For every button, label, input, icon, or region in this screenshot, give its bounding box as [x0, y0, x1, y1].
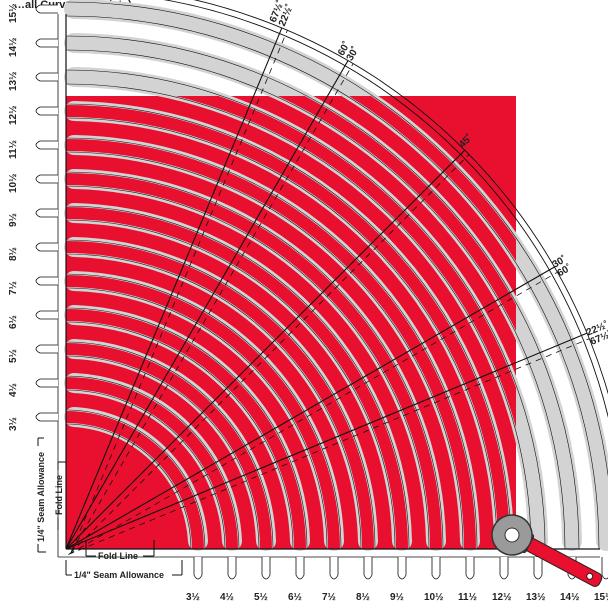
seam-allowance-bottom-annotation: 1/4" Seam Allowance [65, 560, 183, 580]
hanging-hole-icon [35, 38, 58, 48]
left-size-tabs [35, 4, 58, 422]
bottom-size-label: 4½ [220, 592, 234, 603]
hanging-hole-icon [35, 344, 58, 354]
bottom-size-labels: 3½ 4½ 5½ 6½ 7½ 8½ 9½ 10½ 11½ 12½ 13½ 14½ 15½ [186, 592, 608, 603]
hanging-hole-icon [261, 557, 271, 580]
seam-allowance-bottom-label: 1/4" Seam Allowance [74, 570, 164, 580]
angle-line-0 [65, 27, 283, 550]
hanging-hole-icon [35, 72, 58, 82]
hanging-hole-icon [295, 557, 305, 580]
bottom-size-label: 3½ [186, 592, 200, 603]
angle-dash-4 [68, 338, 590, 555]
angle-line-4 [65, 332, 588, 550]
fold-line-bottom-annotation: Fold Line [85, 540, 155, 561]
hanging-hole-icon [499, 557, 509, 580]
hanging-hole-icon [35, 242, 58, 252]
bottom-size-label: 10½ [424, 592, 443, 603]
hanging-hole-icon [329, 557, 339, 580]
bottom-size-label: 11½ [458, 592, 477, 603]
bottom-size-label: 15½ [594, 592, 608, 603]
left-size-label: 12½ [8, 106, 19, 125]
bottom-size-label: 14½ [560, 592, 579, 603]
seam-allowance-left-annotation: 1/4" Seam Allowance [36, 437, 46, 553]
angle-dash-3 [68, 271, 558, 555]
left-size-label: 4½ [8, 383, 19, 397]
left-size-labels: 3½ 4½ 5½ 6½ 7½ 8½ 9½ 10½ 11½ 12½ 13½ 14½ 15½ [8, 4, 19, 431]
left-size-label: 7½ [8, 281, 19, 295]
fold-line-left-label: Fold Line [54, 475, 64, 515]
fold-line-bottom-label: Fold Line [98, 551, 138, 561]
angle-label-22-67: 22½˚67½˚ [585, 319, 608, 348]
bottom-size-label: 5½ [254, 592, 268, 603]
bottom-size-label: 6½ [288, 592, 302, 603]
hanging-hole-icon [35, 276, 58, 286]
hanging-hole-icon [35, 4, 58, 14]
hanging-hole-icon [35, 378, 58, 388]
left-size-label: 6½ [8, 315, 19, 329]
hanging-hole-icon [363, 557, 373, 580]
bottom-size-label: 7½ [322, 592, 336, 603]
bottom-size-label: 13½ [526, 592, 545, 603]
angle-line-1 [65, 60, 349, 550]
bottom-size-label: 9½ [390, 592, 404, 603]
hanging-hole-icon [227, 557, 237, 580]
angle-line-3 [65, 266, 555, 550]
left-size-label: 9½ [8, 213, 19, 227]
left-size-label: 5½ [8, 349, 19, 363]
left-size-label: 10½ [8, 174, 19, 193]
left-size-label: 11½ [8, 140, 19, 159]
hanging-hole-icon [431, 557, 441, 580]
angle-guides [65, 27, 590, 555]
hanging-hole-icon [601, 557, 608, 580]
hanging-hole-icon [35, 174, 58, 184]
hanging-hole-icon [533, 557, 543, 580]
left-size-label: 3½ [8, 417, 19, 431]
left-size-label: 13½ [8, 72, 19, 91]
left-size-label: 15½ [8, 4, 19, 23]
seam-allowance-left-label: 1/4" Seam Allowance [36, 452, 46, 542]
left-size-label: 8½ [8, 247, 19, 261]
left-size-label: 14½ [8, 38, 19, 57]
hanging-hole-icon [35, 310, 58, 320]
angle-line-2 [65, 149, 466, 550]
angle-dash-0 [71, 30, 288, 552]
bottom-size-label: 12½ [492, 592, 511, 603]
hanging-hole-icon [35, 208, 58, 218]
angle-label-30-60: 30˚60˚ [550, 253, 574, 279]
bottom-size-label: 8½ [356, 592, 370, 603]
hanging-hole-icon [465, 557, 475, 580]
hanging-hole-icon [397, 557, 407, 580]
rotary-cutter-icon [491, 514, 603, 587]
angle-label-60-30: 60˚30˚ [335, 39, 361, 63]
fold-line-left-annotation: Fold Line [54, 461, 66, 530]
hanging-hole-icon [35, 412, 58, 422]
hanging-hole-icon [35, 106, 58, 116]
hanging-hole-icon [35, 140, 58, 150]
hanging-hole-icon [193, 557, 203, 580]
